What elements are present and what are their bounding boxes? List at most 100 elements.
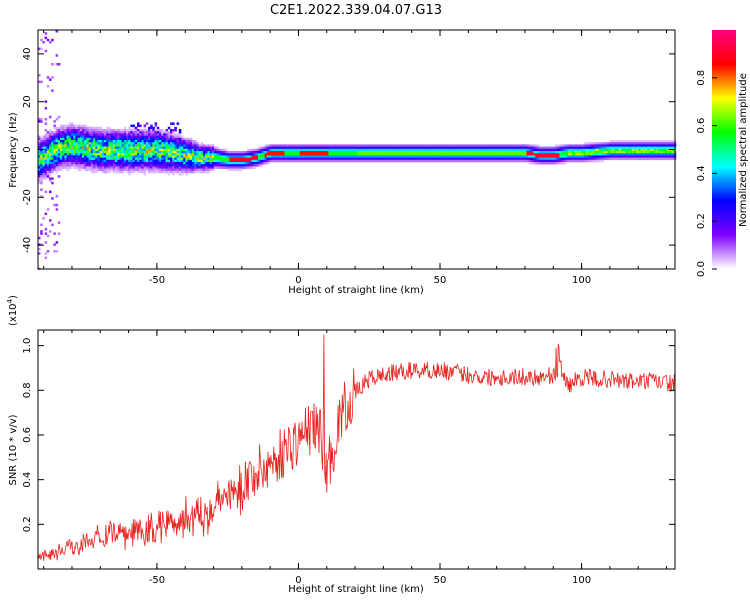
spectrogram-cell: [40, 157, 43, 161]
spectrogram-cell: [130, 155, 133, 158]
spectrogram-cell: [172, 140, 175, 143]
spectrogram-cell: [561, 155, 565, 158]
spectrogram-cell: [62, 153, 65, 156]
spectrogram-cell: [548, 153, 551, 156]
spectrogram-cell: [134, 140, 138, 143]
spectrogram-cell: [625, 153, 628, 156]
spectrogram-cell: [218, 166, 221, 169]
spectrogram-cell: [588, 159, 591, 163]
spectrogram-cell: [671, 153, 675, 156]
spectrogram-cell: [189, 168, 193, 172]
spectrogram-cell: [152, 170, 155, 174]
spectrogram-cell: [126, 153, 129, 156]
spectrogram-cell: [132, 129, 136, 132]
spectrogram-cell: [412, 157, 415, 161]
spectrogram-cell: [381, 153, 384, 156]
colorbar-gradient: [712, 30, 736, 269]
colorbar-ticks: 0.00.20.40.60.8: [696, 70, 717, 277]
spectrogram-cell: [359, 155, 362, 158]
spectrogram-cell: [654, 140, 657, 143]
spectrogram-cell: [132, 142, 136, 145]
spectrogram-cell: [229, 153, 232, 156]
spectrogram-cell: [183, 170, 186, 174]
spectrogram-cell: [352, 159, 356, 163]
spectrogram-cell: [249, 153, 252, 156]
spectrogram-cell: [649, 153, 653, 156]
spectrogram-cell: [645, 148, 648, 152]
spectrogram-cell: [368, 159, 371, 163]
spectrogram-cell: [418, 153, 422, 156]
spectrogram-cell: [502, 151, 505, 154]
spectrogram-cell: [187, 164, 191, 167]
spectrogram-cell: [247, 151, 250, 154]
spectrogram-cell: [612, 153, 615, 156]
spectrogram-cell: [93, 126, 96, 130]
spectrogram-cell: [247, 162, 250, 165]
spectrogram-cell: [247, 148, 250, 152]
spectrogram-cell: [86, 135, 89, 139]
spectrogram-cell: [629, 142, 633, 145]
spectrogram-cell: [640, 155, 644, 158]
spectrogram-cell: [137, 162, 140, 165]
colorbar-tick-label: 0.0: [696, 261, 707, 277]
x-tick-label: -50: [149, 275, 165, 286]
spectrogram-cell: [141, 131, 144, 134]
spectrogram-cell: [643, 153, 646, 156]
spectrogram-cell: [222, 153, 226, 156]
spectrogram-cell: [585, 157, 589, 161]
spectrogram-cell: [139, 168, 142, 172]
spectrogram-cell: [145, 146, 149, 150]
spectrogram-cell: [544, 151, 547, 154]
spectrogram-cell: [145, 166, 149, 169]
spectrogram-cell: [203, 162, 206, 165]
spectrogram-cell: [372, 151, 375, 154]
spectrogram-cell: [220, 155, 224, 158]
spectrogram-cell: [464, 146, 468, 150]
spectrogram-cell: [143, 142, 147, 145]
spectrogram-cell: [423, 148, 426, 152]
spectrogram-cell: [665, 157, 668, 161]
spectrogram-cell: [189, 157, 193, 161]
spectrogram-cell: [616, 155, 620, 158]
spectrogram-cell: [588, 148, 591, 152]
spectrogram-cell: [346, 148, 349, 152]
spectrogram-cell: [669, 146, 672, 150]
spectrogram-cell: [49, 164, 52, 167]
spectrogram-cell: [178, 164, 182, 167]
spectrogram-cell: [55, 162, 59, 165]
spectrogram-cell: [599, 159, 602, 163]
spectrogram-cell: [563, 151, 567, 154]
spectrogram-cell: [167, 170, 171, 174]
spectrogram-cell: [167, 166, 171, 169]
spectrogram-cell: [255, 155, 259, 158]
spectrogram-cell: [508, 155, 512, 158]
spectrogram-cell: [566, 153, 569, 156]
spectrogram-cell: [266, 159, 270, 163]
spectrogram-cell: [134, 129, 138, 132]
spectrogram-cell: [654, 142, 657, 145]
spectrogram-cell: [346, 155, 349, 158]
spectrogram-cell: [132, 170, 136, 174]
spectrogram-cell: [420, 146, 424, 150]
spectrogram-cell: [60, 148, 63, 152]
spectrogram-cell: [645, 157, 648, 161]
spectrogram-cell: [365, 157, 369, 161]
spectrogram-cell: [101, 157, 105, 161]
spectrogram-cell: [38, 153, 41, 156]
spectrogram-cell: [304, 146, 307, 150]
spectrogram-cell: [640, 157, 644, 161]
spectrogram-cell: [170, 140, 173, 143]
spectrogram-cell: [337, 146, 340, 150]
spectrogram-cell: [64, 124, 67, 128]
spectrogram-cell: [99, 157, 103, 161]
spectrogram-cell: [486, 153, 490, 156]
spectrogram-cell: [104, 146, 107, 150]
spectrogram-cell: [649, 151, 653, 154]
spectrogram-cell: [154, 155, 158, 158]
spectrogram-cell: [313, 151, 316, 154]
spectrogram-cell: [236, 159, 239, 163]
spectrogram-cell: [196, 157, 199, 161]
spectrogram-cell: [57, 115, 61, 119]
spectrogram-cell: [216, 151, 219, 154]
spectrogram-cell: [555, 151, 558, 154]
